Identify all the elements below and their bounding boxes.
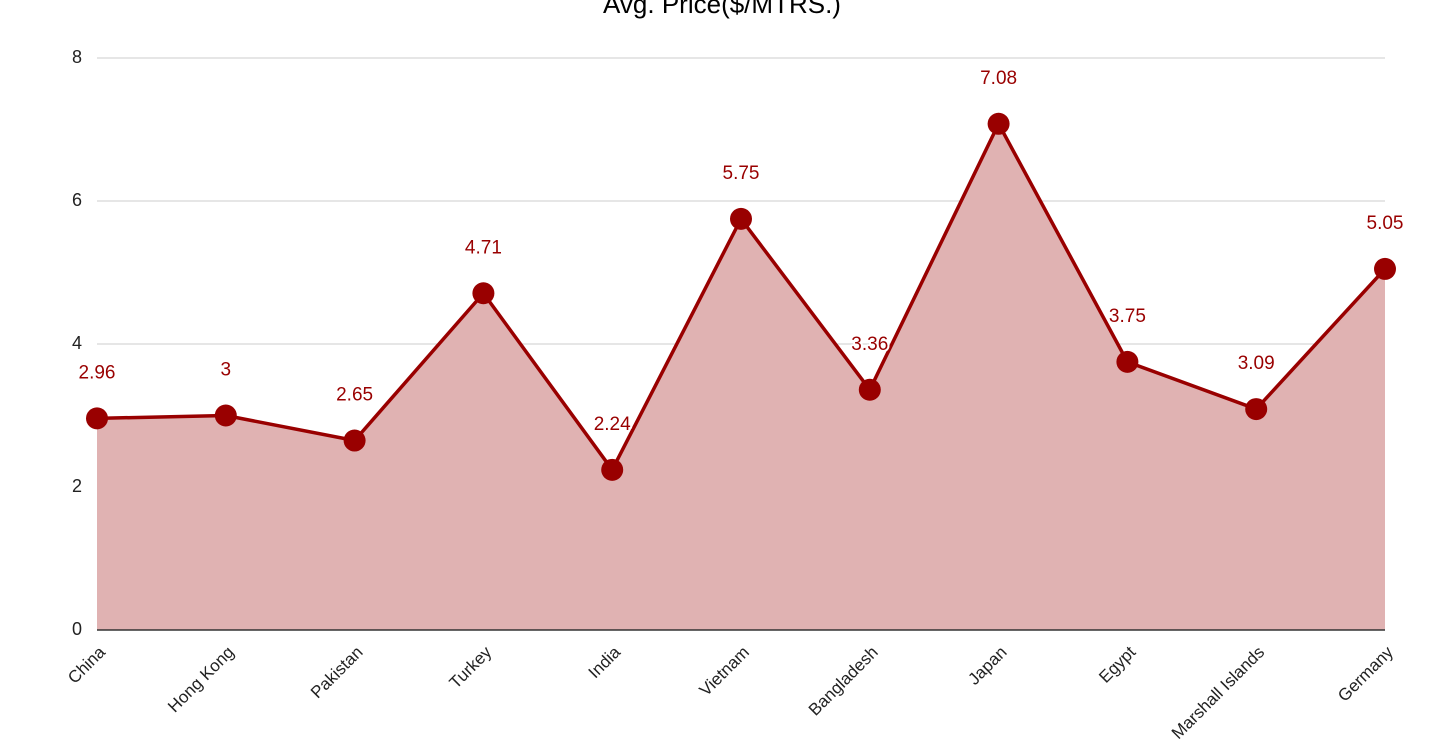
- x-tick-label: India: [585, 642, 625, 682]
- x-tick-label: Japan: [964, 643, 1010, 689]
- area-fill: [97, 123, 1385, 630]
- point: [858, 378, 881, 401]
- point: [86, 407, 108, 430]
- point: [214, 404, 237, 427]
- data-label: 3.36: [851, 334, 888, 355]
- x-tick-label: Marshall Islands: [1168, 643, 1268, 743]
- x-tick-label: Germany: [1334, 642, 1397, 705]
- data-label: 5.05: [1367, 213, 1404, 234]
- y-tick-label: 2: [72, 476, 82, 496]
- x-tick-label: Hong Kong: [164, 643, 238, 717]
- point: [1245, 398, 1268, 421]
- data-label: 3.75: [1109, 306, 1146, 327]
- x-tick-label: Vietnam: [696, 643, 753, 700]
- x-tick-label: Pakistan: [307, 643, 367, 703]
- point: [987, 112, 1010, 135]
- x-tick-label: Egypt: [1095, 642, 1139, 686]
- chart-title: Avg. Price($/MTRS.): [603, 0, 841, 19]
- point: [730, 207, 752, 230]
- y-tick-label: 0: [72, 619, 82, 639]
- y-tick-label: 4: [72, 333, 82, 353]
- point: [343, 429, 366, 452]
- data-label: 3: [221, 360, 232, 381]
- data-label: 4.71: [465, 237, 502, 258]
- data-label: 3.09: [1238, 353, 1275, 374]
- point: [472, 282, 495, 305]
- data-label: 2.96: [79, 362, 116, 383]
- point: [1116, 350, 1139, 373]
- point: [1374, 257, 1396, 280]
- point: [601, 458, 624, 481]
- y-tick-label: 8: [72, 47, 82, 67]
- x-tick-label: Turkey: [446, 642, 496, 692]
- y-tick-label: 6: [72, 190, 82, 210]
- x-tick-label: Bangladesh: [805, 643, 882, 720]
- data-label: 2.24: [594, 414, 631, 435]
- data-label: 7.08: [980, 68, 1017, 89]
- x-tick-label: China: [64, 642, 109, 687]
- data-label: 5.75: [723, 163, 760, 184]
- data-label: 2.65: [336, 385, 373, 406]
